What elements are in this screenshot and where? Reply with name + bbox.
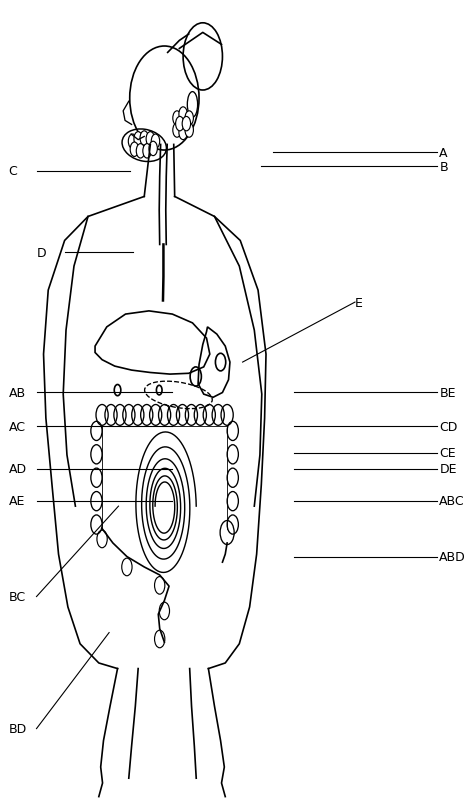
Circle shape [179,107,187,122]
Circle shape [182,117,191,132]
Circle shape [143,144,151,159]
Text: B: B [439,160,448,173]
Circle shape [136,144,145,159]
Text: AC: AC [9,420,26,433]
Circle shape [185,111,193,126]
Circle shape [130,143,138,157]
Text: BE: BE [439,387,456,399]
Text: E: E [355,296,363,310]
Text: AD: AD [9,463,27,476]
Circle shape [134,132,142,147]
Circle shape [146,132,155,147]
Text: ABC: ABC [439,494,465,508]
Text: D: D [36,247,46,260]
Text: ABD: ABD [439,550,466,563]
Text: BC: BC [9,590,26,603]
Circle shape [173,124,181,138]
Circle shape [149,142,157,156]
Circle shape [175,117,184,132]
Text: AE: AE [9,494,25,508]
Text: AB: AB [9,387,26,399]
Circle shape [140,132,148,146]
Circle shape [185,124,193,138]
Text: BD: BD [9,722,27,735]
Circle shape [128,135,137,149]
Text: CE: CE [439,447,456,460]
Circle shape [173,111,181,126]
Circle shape [179,126,187,140]
Text: A: A [439,147,448,160]
Text: C: C [9,165,17,178]
Circle shape [151,135,160,149]
Text: CD: CD [439,420,458,433]
Text: DE: DE [439,463,457,476]
